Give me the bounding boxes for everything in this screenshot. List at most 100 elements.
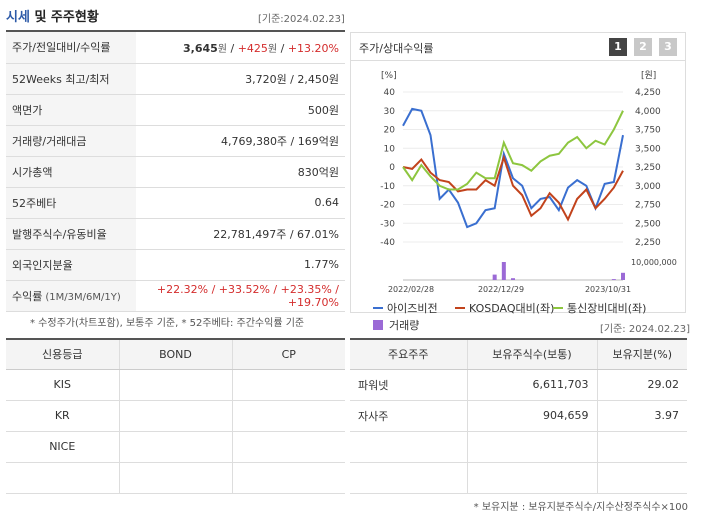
table-cell: KIS xyxy=(6,369,119,401)
right-tick-label: 2,750 xyxy=(635,201,661,211)
left-tick-label: -10 xyxy=(380,182,395,192)
table-row xyxy=(6,462,345,494)
info-value-text: 830억원 xyxy=(297,165,339,179)
table-row: 파워넷 6,611,703 29.02 xyxy=(350,369,687,401)
info-value-text: 22,781,497주 / 67.01% xyxy=(213,227,339,241)
divider xyxy=(6,30,345,32)
right-tick-label: 3,500 xyxy=(635,144,661,154)
price-sep2: / xyxy=(277,41,288,55)
info-label: 주가/전일대비/수익률 xyxy=(6,32,136,64)
info-value: 500원 xyxy=(136,94,345,126)
info-row: 외국인지분율 1.77% xyxy=(6,249,345,281)
left-tick-label: 40 xyxy=(384,88,396,98)
info-row: 액면가 500원 xyxy=(6,94,345,126)
price-info-table: 주가/전일대비/수익률 3,645원 / +425원 / +13.20% 52Wee… xyxy=(6,32,345,312)
info-value: 3,720원 / 2,450원 xyxy=(136,63,345,95)
info-label: 액면가 xyxy=(6,94,136,126)
info-value: 4,769,380주 / 169억원 xyxy=(136,125,345,157)
table-cell: KR xyxy=(6,400,119,432)
table-cell xyxy=(231,400,345,432)
info-value: 0.64 xyxy=(136,187,345,219)
price-u1: 원 xyxy=(217,43,227,55)
table-cell xyxy=(118,462,232,494)
table-cell xyxy=(466,431,597,463)
info-row: 수익률 (1M/3M/6M/1Y) +22.32% / +33.52% / +23.… xyxy=(6,280,345,312)
x-tick-label: 2022/12/29 xyxy=(478,285,524,294)
table-cell xyxy=(118,431,232,463)
info-row: 거래량/거래대금 4,769,380주 / 169억원 xyxy=(6,125,345,157)
table-cell xyxy=(350,462,467,494)
info-row: 주가/전일대비/수익률 3,645원 / +425원 / +13.20% xyxy=(6,32,345,64)
title-rest: 및 주주현황 xyxy=(29,10,99,25)
info-label: 발행주식수/유동비율 xyxy=(6,218,136,250)
table-cell xyxy=(118,369,232,401)
info-label: 52Weeks 최고/최저 xyxy=(6,63,136,95)
volume-bar xyxy=(511,278,515,280)
note-text: * 수정주가(차트포함), 보통주 기준, * 52주베타: 주간수익률 기준 xyxy=(30,318,305,329)
section-title: 시세 및 주주현황 xyxy=(6,6,99,25)
info-value-text: +22.32% / +33.52% / +23.35% / +19.70% xyxy=(156,282,339,309)
x-tick-label: 2023/10/31 xyxy=(585,285,631,294)
table-cell xyxy=(231,369,345,401)
left-tick-label: -40 xyxy=(380,238,395,248)
volume-bar xyxy=(621,272,625,280)
period-button-2[interactable]: 2 xyxy=(634,38,652,56)
period-button-1[interactable]: 1 xyxy=(609,38,627,56)
volume-bar xyxy=(501,262,506,280)
info-value-text: 500원 xyxy=(307,103,339,117)
info-row: 52주베타 0.64 xyxy=(6,187,345,219)
table-cell: 904,659 xyxy=(466,400,597,432)
chart-panel: 주가/상대수익률 1 2 3 [%] [원] 40 30 20 10 0 -10 -20 -30 -… xyxy=(350,32,686,332)
chart-header: 주가/상대수익률 1 2 3 xyxy=(351,33,685,61)
right-tick-label: 2,500 xyxy=(635,219,661,229)
legend-label: 아이즈비전 xyxy=(387,302,438,315)
period-button-3[interactable]: 3 xyxy=(659,38,677,56)
volume-bar xyxy=(492,274,497,280)
credit-header-bond: BOND xyxy=(118,339,232,370)
info-label-text: 발행주식수/유동비율 xyxy=(12,227,107,241)
left-tick-label: 20 xyxy=(384,126,396,136)
info-label: 거래량/거래대금 xyxy=(6,125,136,157)
series-line-2 xyxy=(402,154,624,222)
table-cell: NICE xyxy=(6,431,119,463)
title-highlight: 시세 xyxy=(6,10,30,25)
left-tick-label: 0 xyxy=(389,163,395,173)
left-tick-label: -20 xyxy=(380,201,395,211)
info-value: +22.32% / +33.52% / +23.35% / +19.70% xyxy=(136,280,345,312)
info-value-text: 3,720원 / 2,450원 xyxy=(245,72,339,86)
table-row xyxy=(350,431,687,463)
info-label-text: 52Weeks 최고/최저 xyxy=(12,72,110,86)
left-tick-label: -30 xyxy=(380,219,395,229)
credit-header-rating: 신용등급 xyxy=(6,339,119,370)
right-tick-label: 3,750 xyxy=(635,126,661,136)
legend-label: KOSDAQ대비(좌) xyxy=(469,302,554,315)
major-shareholders-table: 주요주주 보유주식수(보통) 보유지분(%) 파워넷 6,611,703 29.02… xyxy=(350,338,687,494)
right-tick-label: 3,000 xyxy=(635,182,661,192)
info-value: 3,645원 / +425원 / +13.20% xyxy=(136,32,345,64)
info-label-text: 시가총액 xyxy=(12,165,53,179)
info-value-text: 0.64 xyxy=(314,196,340,209)
table-cell xyxy=(596,431,687,463)
table-cell: 파워넷 xyxy=(350,369,467,401)
table-cell xyxy=(231,462,345,494)
legend-label-volume: 거래량 xyxy=(389,319,419,332)
table-row: KIS xyxy=(6,369,345,401)
series-line-3 xyxy=(402,110,624,191)
table-cell: 자사주 xyxy=(350,400,467,432)
legend-swatch-volume xyxy=(373,320,383,330)
info-label-text: 수익률 xyxy=(12,289,43,303)
credit-rating-table: 신용등급 BOND CP KIS KR NICE xyxy=(6,338,345,494)
info-row: 시가총액 830억원 xyxy=(6,156,345,188)
table-row: NICE xyxy=(6,431,345,463)
info-label: 52주베타 xyxy=(6,187,136,219)
price-v3: +13.20% xyxy=(287,41,339,55)
table-cell xyxy=(350,431,467,463)
table-cell: 6,611,703 xyxy=(466,369,597,401)
right-axis-unit: [원] xyxy=(641,70,656,81)
info-label: 외국인지분율 xyxy=(6,249,136,281)
table-cell xyxy=(231,431,345,463)
table-row xyxy=(350,462,687,494)
volume-bar xyxy=(611,279,616,280)
table-cell xyxy=(596,462,687,494)
info-value: 830억원 xyxy=(136,156,345,188)
